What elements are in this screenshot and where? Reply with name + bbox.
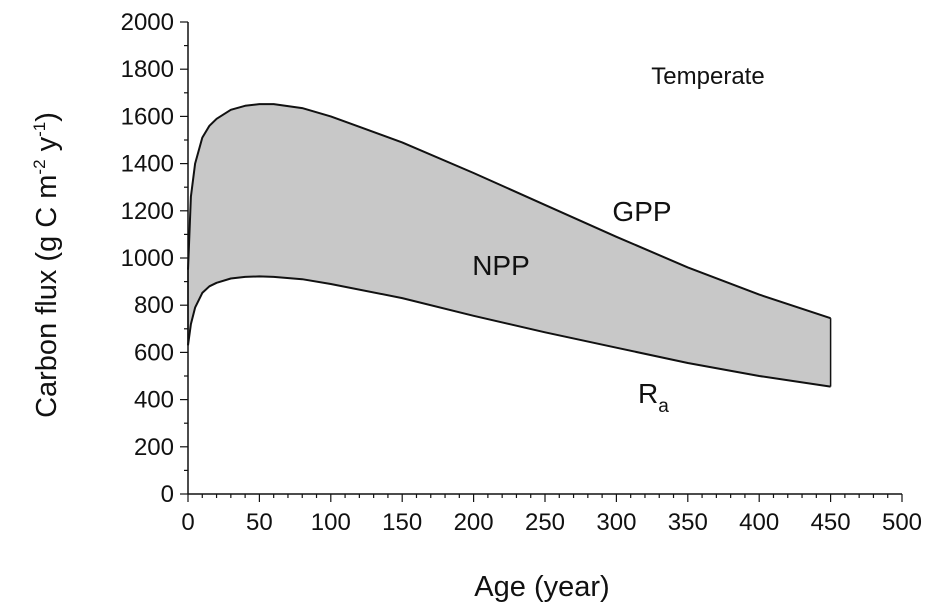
label-ra-sub: a xyxy=(658,396,669,417)
y-tick-label: 400 xyxy=(134,387,174,414)
y-tick-label: 0 xyxy=(161,481,174,508)
y-axis-title: Carbon flux (g C m-2 y-1) xyxy=(30,112,63,418)
series-line-gpp xyxy=(187,103,831,320)
x-tick-label: 0 xyxy=(181,509,194,536)
y-tick-label: 1000 xyxy=(121,245,174,272)
x-tick-label: 400 xyxy=(739,509,779,536)
y-tick-label: 200 xyxy=(134,434,174,461)
y-axis-title-prefix: Carbon flux (g C m xyxy=(31,175,63,418)
y-tick-label: 2000 xyxy=(121,9,174,36)
y-axis-title-mid: y xyxy=(31,136,63,159)
npp-fill xyxy=(188,104,831,387)
y-tick-label: 1400 xyxy=(121,151,174,178)
x-tick-label: 250 xyxy=(525,509,565,536)
label-ra: Ra xyxy=(638,378,669,417)
x-tick-label: 50 xyxy=(246,509,273,536)
y-axis-title-suffix: ) xyxy=(31,112,63,122)
y-tick-label: 800 xyxy=(134,292,174,319)
label-temperate: Temperate xyxy=(651,63,764,90)
y-axis-title-exp1: -2 xyxy=(30,159,49,174)
x-axis-title: Age (year) xyxy=(474,571,609,603)
y-tick-label: 1600 xyxy=(121,103,174,130)
y-tick-label: 1200 xyxy=(121,198,174,225)
series-line-ra xyxy=(187,275,831,388)
label-gpp: GPP xyxy=(612,196,671,227)
ticks: 0 200 400 600 800 1000 1200 1400 1600 1800 2000 0 50… xyxy=(121,9,922,536)
x-tick-label: 350 xyxy=(668,509,708,536)
y-axis-title-exp2: -1 xyxy=(30,122,49,137)
x-tick-label: 300 xyxy=(596,509,636,536)
label-ra-main: R xyxy=(638,378,658,409)
x-tick-label: 100 xyxy=(311,509,351,536)
x-tick-label: 450 xyxy=(811,509,851,536)
y-tick-label: 600 xyxy=(134,339,174,366)
x-tick-label: 150 xyxy=(382,509,422,536)
label-npp: NPP xyxy=(472,250,530,281)
x-tick-label: 200 xyxy=(454,509,494,536)
plot-area xyxy=(187,103,832,388)
y-tick-label: 1800 xyxy=(121,56,174,83)
x-tick-label: 500 xyxy=(882,509,922,536)
